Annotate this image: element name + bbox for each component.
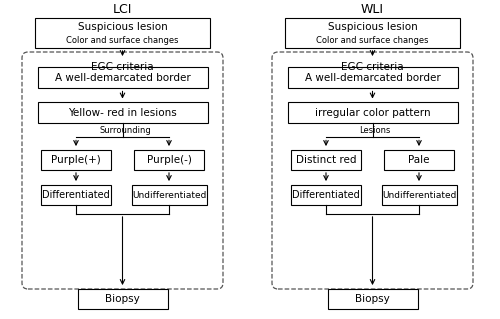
FancyBboxPatch shape	[384, 150, 454, 170]
FancyBboxPatch shape	[291, 185, 361, 205]
Text: A well-demarcated border: A well-demarcated border	[304, 73, 440, 83]
Text: Color and surface changes: Color and surface changes	[316, 36, 429, 45]
Text: Yellow- red in lesions: Yellow- red in lesions	[68, 108, 177, 118]
Text: Surrounding: Surrounding	[99, 126, 151, 135]
Text: irregular color pattern: irregular color pattern	[314, 108, 430, 118]
FancyBboxPatch shape	[288, 102, 458, 123]
FancyBboxPatch shape	[41, 150, 111, 170]
Text: Undifferentiated: Undifferentiated	[382, 190, 456, 199]
Text: Biopsy: Biopsy	[355, 294, 390, 304]
FancyBboxPatch shape	[22, 52, 223, 289]
FancyBboxPatch shape	[285, 18, 460, 48]
Text: Pale: Pale	[408, 155, 430, 165]
FancyBboxPatch shape	[38, 102, 207, 123]
Text: Purple(+): Purple(+)	[51, 155, 101, 165]
FancyBboxPatch shape	[35, 18, 210, 48]
Text: Color and surface changes: Color and surface changes	[66, 36, 179, 45]
FancyBboxPatch shape	[328, 289, 418, 309]
Text: EGC criteria: EGC criteria	[341, 62, 404, 72]
FancyBboxPatch shape	[272, 52, 473, 289]
Text: Differentiated: Differentiated	[292, 190, 360, 200]
Text: Suspicious lesion: Suspicious lesion	[328, 22, 418, 32]
Text: Lesions: Lesions	[360, 126, 390, 135]
FancyBboxPatch shape	[41, 185, 111, 205]
FancyBboxPatch shape	[382, 185, 456, 205]
FancyBboxPatch shape	[134, 150, 204, 170]
FancyBboxPatch shape	[132, 185, 206, 205]
Text: Differentiated: Differentiated	[42, 190, 110, 200]
FancyBboxPatch shape	[291, 150, 361, 170]
Text: Purple(-): Purple(-)	[146, 155, 192, 165]
Text: EGC criteria: EGC criteria	[91, 62, 154, 72]
Text: Biopsy: Biopsy	[105, 294, 140, 304]
FancyBboxPatch shape	[38, 68, 207, 88]
FancyBboxPatch shape	[288, 68, 458, 88]
Text: LCI: LCI	[113, 4, 132, 17]
Text: Undifferentiated: Undifferentiated	[132, 190, 206, 199]
Text: Suspicious lesion: Suspicious lesion	[78, 22, 168, 32]
Text: WLI: WLI	[361, 4, 384, 17]
FancyBboxPatch shape	[78, 289, 168, 309]
Text: Distinct red: Distinct red	[296, 155, 356, 165]
Text: A well-demarcated border: A well-demarcated border	[54, 73, 190, 83]
